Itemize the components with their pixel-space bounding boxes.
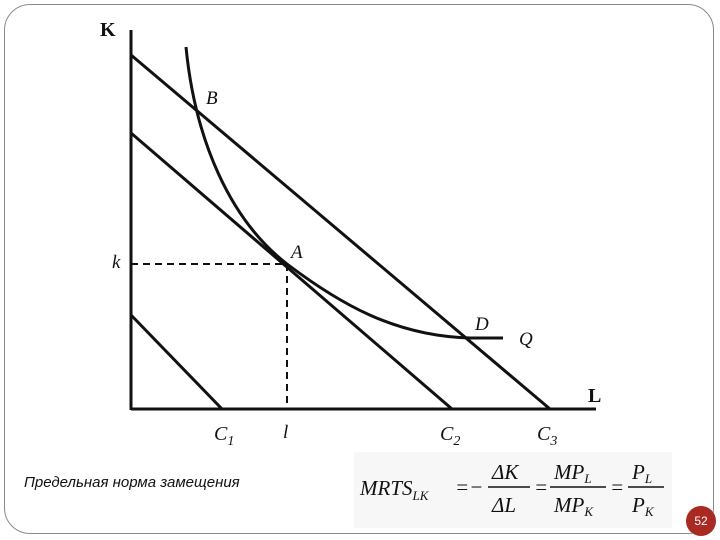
slide-number-badge: 52 (686, 506, 716, 536)
formula-dl: ΔL (491, 493, 516, 517)
isocost-label-c1: C1 (214, 423, 234, 449)
formula-eq3: = (610, 475, 624, 499)
mrts-formula: MRTSLK =− ΔK ΔL = MPL MPK = PL PK (354, 452, 672, 528)
isocost-line-c3 (130, 53, 551, 411)
formula-eq2: = (534, 475, 548, 499)
point-d-label: D (474, 314, 489, 335)
tick-label-l: l (283, 422, 288, 443)
point-b-label: B (206, 88, 218, 109)
formula-dk: ΔK (491, 460, 519, 484)
point-a-label: A (289, 242, 303, 263)
formula-pl: PL (631, 460, 652, 486)
isocost-line-c2 (130, 131, 453, 411)
formula-eq1: =− (455, 475, 483, 499)
isoquant-curve-q (184, 46, 503, 340)
isocost-label-c3: C3 (537, 423, 557, 449)
isoquant-label: Q (519, 329, 533, 350)
formula-mrts: MRTSLK (359, 476, 430, 503)
formula-mpk: MPK (553, 493, 594, 519)
isocost-label-c2: C2 (440, 423, 460, 449)
formula-mpl: MPL (553, 460, 592, 486)
caption: Предельная норма замещения (24, 474, 240, 491)
tick-label-k: k (112, 252, 121, 273)
y-axis-label: K (100, 19, 116, 41)
x-axis-label: L (588, 385, 601, 407)
formula-pk: PK (631, 493, 655, 519)
slide-frame (4, 4, 714, 534)
isocost-line-c1 (129, 313, 224, 411)
